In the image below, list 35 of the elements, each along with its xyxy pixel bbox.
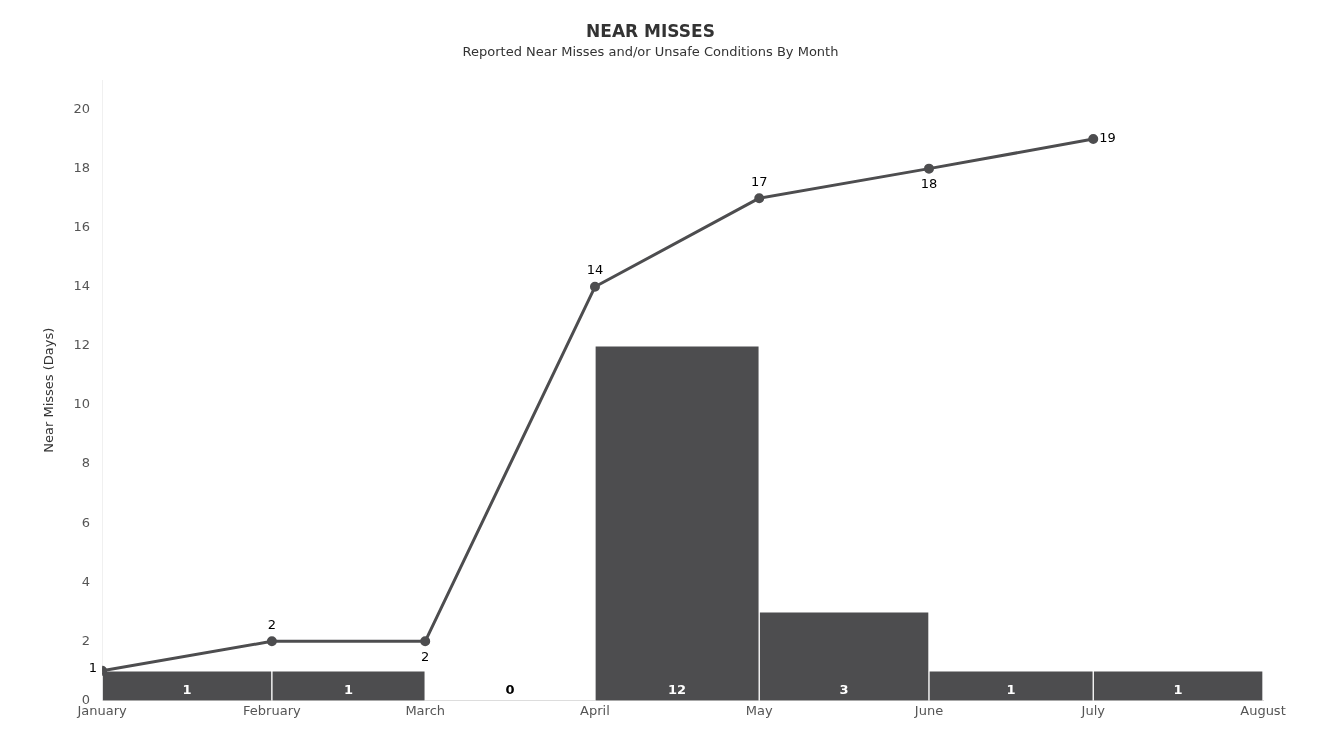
y-tick-label: 12 — [73, 337, 91, 353]
x-tick-label: March — [405, 702, 446, 718]
y-tick-label: 2 — [81, 632, 91, 648]
data-label: 17 — [750, 173, 768, 189]
y-tick-label: 14 — [73, 278, 91, 294]
x-tick-label: June — [913, 702, 944, 718]
chart-subtitle: Reported Near Misses and/or Unsafe Conditions By Month — [462, 43, 839, 59]
y-tick-label: 20 — [73, 100, 91, 116]
data-label: 3 — [839, 681, 849, 697]
x-tick-label: April — [580, 702, 610, 718]
y-tick-label: 6 — [81, 514, 91, 530]
y-tick-label: 18 — [73, 160, 91, 175]
data-label: 0 — [505, 681, 515, 697]
data-label: 1 — [182, 681, 192, 697]
data-label: 2 — [421, 648, 430, 664]
data-label: 19 — [1099, 130, 1116, 146]
data-label: 1 — [88, 660, 98, 676]
y-tick-label: 16 — [73, 219, 91, 235]
x-tick-label: July — [1080, 702, 1106, 718]
x-tick-label: February — [243, 702, 301, 718]
y-tick-label: 0 — [81, 691, 91, 707]
x-tick-label: August — [1240, 702, 1286, 718]
data-label: 1 — [1173, 681, 1183, 697]
data-label: 1 — [344, 681, 354, 697]
y-tick-label: 4 — [81, 573, 91, 589]
data-label: 18 — [920, 176, 938, 191]
y-tick-label: 10 — [73, 396, 91, 412]
data-label: 1 — [1006, 681, 1016, 697]
y-axis-title: Near Misses (Days) — [41, 327, 57, 453]
y-tick-label: 8 — [81, 455, 91, 471]
chart-title: NEAR MISSES — [586, 20, 715, 41]
data-label: 12 — [668, 681, 687, 697]
x-tick-label: May — [745, 702, 773, 718]
data-label: 14 — [586, 262, 604, 278]
data-label: 2 — [267, 616, 277, 632]
